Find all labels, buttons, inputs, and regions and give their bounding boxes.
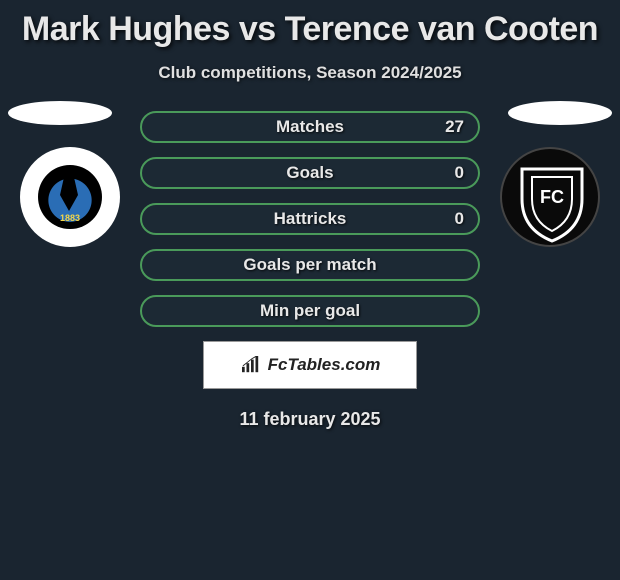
page-title: Mark Hughes vs Terence van Cooten [0,0,620,49]
stat-row-goals: Goals 0 [140,157,480,189]
club-founding-year: 1883 [60,213,80,223]
chart-icon [240,356,262,374]
stat-label: Matches [276,117,344,137]
club-logo-right: FC [500,147,600,247]
player-marker-right [508,101,612,125]
stat-row-hattricks: Hattricks 0 [140,203,480,235]
player-marker-left [8,101,112,125]
svg-text:FC: FC [540,187,564,207]
fctables-label: FcTables.com [268,355,381,375]
stat-row-min-per-goal: Min per goal [140,295,480,327]
stat-row-matches: Matches 27 [140,111,480,143]
stat-value-right: 0 [455,209,464,229]
stats-list: Matches 27 Goals 0 Hattricks 0 Goals per… [140,111,480,327]
stat-value-right: 0 [455,163,464,183]
shield-crest-icon: FC [502,149,598,254]
stat-label: Hattricks [274,209,347,229]
stat-label: Min per goal [260,301,360,321]
comparison-area: 1883 FC Matches 27 Goals 0 Hattricks 0 [0,111,620,430]
bristol-rovers-crest-icon: 1883 [38,165,102,229]
snapshot-date: 11 february 2025 [0,409,620,430]
stat-label: Goals per match [243,255,376,275]
club-logo-left: 1883 [20,147,120,247]
stat-value-right: 27 [445,117,464,137]
stat-row-goals-per-match: Goals per match [140,249,480,281]
subtitle: Club competitions, Season 2024/2025 [0,63,620,83]
stat-label: Goals [286,163,333,183]
fctables-watermark: FcTables.com [203,341,417,389]
